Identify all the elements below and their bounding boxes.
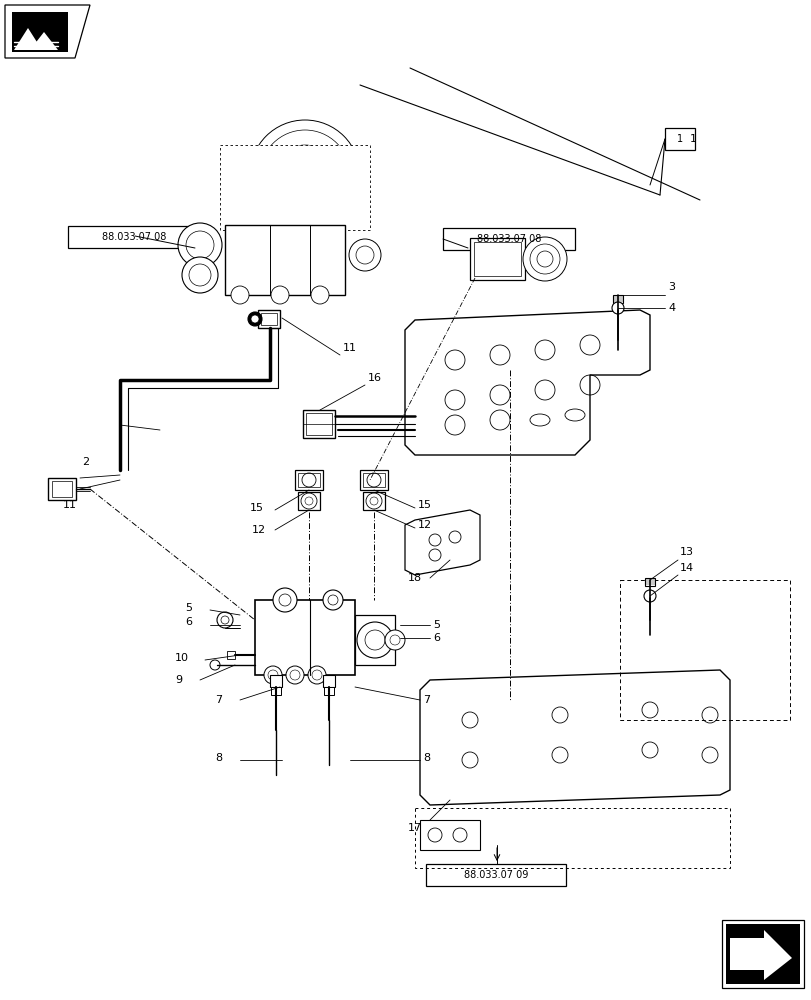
Bar bbox=[363, 492, 384, 510]
Text: 11: 11 bbox=[63, 500, 77, 510]
Bar bbox=[298, 492, 320, 510]
Bar bbox=[419, 820, 479, 850]
Bar bbox=[612, 295, 622, 303]
Bar bbox=[294, 470, 323, 490]
Polygon shape bbox=[405, 510, 479, 575]
Bar bbox=[414, 808, 729, 868]
Bar bbox=[426, 864, 565, 886]
Text: 6: 6 bbox=[432, 633, 440, 643]
Circle shape bbox=[323, 590, 342, 610]
Text: 88.033.07 08: 88.033.07 08 bbox=[476, 234, 540, 244]
Bar bbox=[363, 473, 384, 487]
Text: 9: 9 bbox=[175, 675, 182, 685]
Text: 3: 3 bbox=[667, 282, 674, 292]
Polygon shape bbox=[405, 310, 649, 455]
Bar bbox=[470, 238, 525, 280]
Polygon shape bbox=[5, 5, 90, 58]
Bar bbox=[443, 228, 574, 250]
Bar bbox=[260, 313, 277, 325]
Text: 2: 2 bbox=[82, 457, 89, 467]
Circle shape bbox=[349, 239, 380, 271]
Text: 12: 12 bbox=[418, 520, 431, 530]
Text: 6: 6 bbox=[185, 617, 191, 627]
Circle shape bbox=[522, 237, 566, 281]
Circle shape bbox=[210, 660, 220, 670]
Polygon shape bbox=[12, 12, 68, 52]
Polygon shape bbox=[255, 600, 354, 675]
Circle shape bbox=[611, 302, 623, 314]
Circle shape bbox=[182, 257, 217, 293]
Bar bbox=[306, 413, 332, 435]
Bar bbox=[298, 473, 320, 487]
Circle shape bbox=[271, 286, 289, 304]
Text: 14: 14 bbox=[679, 563, 693, 573]
Polygon shape bbox=[725, 924, 799, 984]
Circle shape bbox=[307, 666, 325, 684]
Circle shape bbox=[384, 630, 405, 650]
Circle shape bbox=[264, 666, 281, 684]
Polygon shape bbox=[354, 615, 394, 665]
Text: 5: 5 bbox=[432, 620, 440, 630]
Polygon shape bbox=[220, 145, 370, 230]
Text: 4: 4 bbox=[667, 303, 674, 313]
Bar bbox=[48, 478, 76, 500]
Bar bbox=[68, 226, 200, 248]
Text: 1: 1 bbox=[689, 134, 696, 144]
Text: 88.033.07 09: 88.033.07 09 bbox=[463, 870, 527, 880]
Bar bbox=[52, 481, 72, 497]
Bar bbox=[474, 242, 521, 276]
Text: 12: 12 bbox=[251, 525, 266, 535]
Circle shape bbox=[272, 588, 297, 612]
Bar bbox=[644, 578, 654, 586]
Text: 7: 7 bbox=[423, 695, 430, 705]
Circle shape bbox=[230, 286, 249, 304]
Text: 8: 8 bbox=[423, 753, 430, 763]
Text: 5: 5 bbox=[185, 603, 191, 613]
Text: 11: 11 bbox=[342, 343, 357, 353]
Bar bbox=[271, 687, 281, 695]
Circle shape bbox=[217, 612, 233, 628]
Text: 16: 16 bbox=[367, 373, 381, 383]
Bar bbox=[303, 410, 335, 438]
Bar bbox=[227, 651, 234, 659]
Text: 8: 8 bbox=[215, 753, 222, 763]
Bar bbox=[270, 675, 281, 687]
Circle shape bbox=[311, 286, 328, 304]
Bar bbox=[324, 687, 333, 695]
Circle shape bbox=[285, 666, 303, 684]
Bar bbox=[721, 920, 803, 988]
Polygon shape bbox=[225, 225, 345, 295]
Circle shape bbox=[357, 622, 393, 658]
Text: 10: 10 bbox=[175, 653, 189, 663]
Text: 15: 15 bbox=[418, 500, 431, 510]
Polygon shape bbox=[729, 930, 791, 980]
Bar bbox=[258, 310, 280, 328]
Polygon shape bbox=[14, 28, 42, 50]
Text: 17: 17 bbox=[407, 823, 422, 833]
Circle shape bbox=[251, 315, 259, 323]
Polygon shape bbox=[419, 670, 729, 805]
Circle shape bbox=[643, 590, 655, 602]
Bar bbox=[359, 470, 388, 490]
Text: 1: 1 bbox=[676, 134, 682, 144]
Bar bbox=[664, 128, 694, 150]
Text: 88.033.07 08: 88.033.07 08 bbox=[101, 232, 166, 242]
Circle shape bbox=[250, 120, 359, 230]
Text: 15: 15 bbox=[250, 503, 264, 513]
Text: 7: 7 bbox=[215, 695, 222, 705]
Polygon shape bbox=[30, 32, 58, 50]
Text: 13: 13 bbox=[679, 547, 693, 557]
Bar bbox=[323, 675, 335, 687]
Circle shape bbox=[247, 312, 262, 326]
Circle shape bbox=[178, 223, 221, 267]
Text: 18: 18 bbox=[407, 573, 422, 583]
